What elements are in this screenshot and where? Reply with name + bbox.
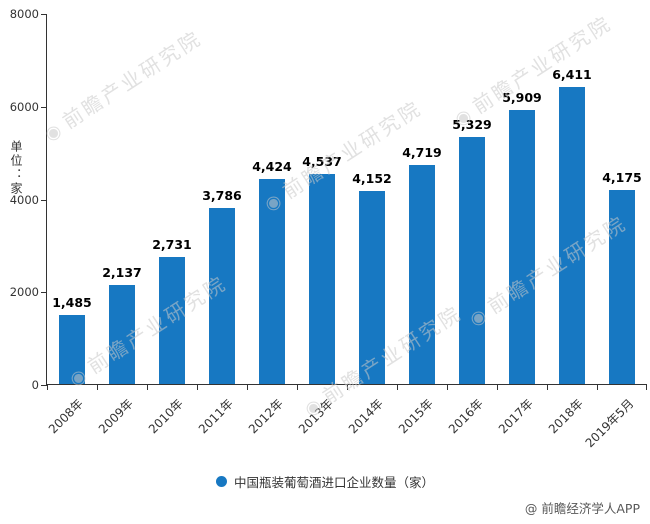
attribution: @ 前瞻经济学人APP (524, 501, 640, 516)
y-axis-tick (41, 385, 47, 386)
bar (59, 315, 85, 384)
bar-value-label: 4,537 (302, 153, 342, 169)
x-axis-category-label: 2015年 (396, 396, 437, 437)
y-axis-tick-label: 0 (31, 378, 39, 392)
x-axis-tick (347, 384, 348, 390)
x-axis-tick (547, 384, 548, 390)
bar-value-label: 4,719 (402, 145, 442, 161)
plot-area: 0 2000 4000 6000 8000 1,485 2008年 2,137 2009年 2,7… (10, 7, 647, 450)
x-axis-tick (297, 384, 298, 390)
bar-value-label: 4,152 (352, 171, 392, 187)
bar (509, 109, 535, 384)
x-axis-tick (197, 384, 198, 390)
bar-value-label: 4,424 (252, 158, 292, 174)
x-axis-tick (447, 384, 448, 390)
x-axis-tick (646, 384, 647, 390)
bar (109, 284, 135, 384)
y-axis-tick (41, 292, 47, 294)
y-axis-tick-label: 4000 (9, 192, 39, 207)
x-axis-category-label: 2012年 (246, 396, 287, 437)
bar-value-label: 5,329 (452, 116, 492, 132)
y-axis-tick (41, 14, 47, 15)
x-axis-category-label: 2014年 (346, 396, 387, 437)
y-axis-tick-label: 6000 (9, 99, 39, 114)
x-axis-tick (147, 384, 148, 390)
x-axis-category-label: 2018年 (546, 396, 587, 437)
y-axis-title: 单位：家 (9, 140, 23, 196)
x-axis-category-label: 2013年 (296, 396, 337, 437)
bar-value-label: 2,731 (152, 237, 192, 253)
x-axis-category-label: 2009年 (96, 396, 137, 437)
bar (409, 165, 435, 384)
bar-value-label: 6,411 (552, 66, 592, 82)
x-axis-category-label: 2019年5月 (582, 396, 637, 451)
y-axis-tick (41, 199, 47, 201)
x-axis-tick (597, 384, 598, 390)
x-axis-tick (247, 384, 248, 390)
bar-value-label: 2,137 (102, 264, 142, 280)
bar-value-label: 3,786 (202, 188, 242, 204)
x-axis-tick (97, 384, 98, 390)
y-axis-tick (41, 106, 47, 108)
bar (359, 191, 385, 384)
y-axis-tick-label: 2000 (9, 285, 39, 300)
bar (459, 136, 485, 384)
legend: 中国瓶装葡萄酒进口企业数量（家） (215, 472, 435, 491)
x-axis-category-label: 2016年 (446, 396, 487, 437)
x-axis-category-label: 2017年 (496, 396, 537, 437)
x-axis-category-label: 2008年 (46, 396, 87, 437)
y-axis-tick-label: 8000 (9, 7, 39, 21)
bar (559, 86, 585, 384)
x-axis-category-label: 2010年 (146, 396, 187, 437)
x-axis-tick (397, 384, 398, 390)
bar (209, 208, 235, 384)
bar-value-label: 5,909 (502, 89, 542, 105)
legend-marker-icon (215, 476, 227, 487)
bar (159, 257, 185, 384)
bar (309, 173, 335, 384)
legend-label: 中国瓶装葡萄酒进口企业数量（家） (233, 475, 435, 490)
bar (259, 178, 285, 384)
bar-value-label: 4,175 (602, 170, 642, 186)
x-axis-tick (47, 384, 48, 390)
bar-value-label: 1,485 (52, 295, 92, 311)
x-axis-category-label: 2011年 (196, 396, 237, 437)
x-axis-tick (497, 384, 498, 390)
bar (609, 190, 635, 384)
